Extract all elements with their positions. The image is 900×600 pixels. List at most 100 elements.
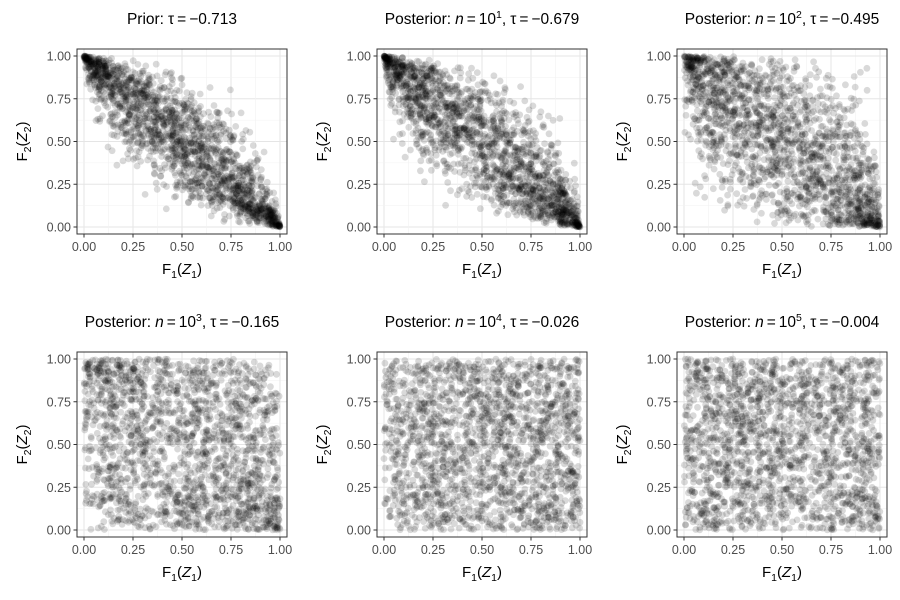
data-point [270, 206, 278, 214]
data-point [113, 77, 121, 85]
data-point [168, 113, 176, 120]
data-point [180, 162, 188, 170]
x-tick-text: 0.25 [421, 240, 445, 254]
data-point [194, 108, 202, 116]
data-point [198, 149, 206, 157]
data-point [407, 146, 414, 154]
data-point [249, 174, 256, 181]
data-point [92, 61, 99, 69]
y-axis-label: F2(Z2) [314, 121, 334, 161]
data-point [268, 217, 276, 225]
data-point [121, 119, 128, 126]
data-point [121, 102, 128, 110]
data-point [230, 157, 238, 165]
data-point [198, 144, 205, 152]
data-point [178, 114, 186, 122]
data-point [177, 169, 185, 177]
data-point [126, 104, 134, 112]
data-point [246, 177, 253, 185]
data-point [108, 90, 115, 98]
data-point [87, 53, 94, 61]
data-point [230, 189, 238, 197]
data-point [229, 190, 236, 198]
data-point [195, 152, 203, 159]
data-point [220, 121, 228, 128]
data-point [142, 96, 150, 104]
data-point [148, 138, 156, 146]
data-point [258, 183, 265, 191]
data-point [214, 144, 222, 151]
data-point [181, 107, 189, 115]
data-point [442, 201, 449, 209]
data-point [146, 152, 153, 160]
data-point [459, 125, 467, 132]
data-point [102, 90, 109, 97]
data-point [264, 203, 271, 211]
data-point [172, 140, 180, 148]
data-point [136, 79, 143, 87]
data-point [85, 76, 93, 84]
data-point [229, 136, 236, 144]
data-point [437, 130, 445, 138]
data-point [81, 53, 88, 61]
data-point [124, 92, 131, 99]
data-point [252, 203, 259, 210]
data-point [95, 58, 102, 66]
data-point [223, 178, 231, 185]
data-point [172, 149, 179, 157]
data-point [447, 187, 454, 195]
data-point [153, 114, 160, 121]
data-point [144, 122, 151, 129]
data-point [173, 110, 180, 118]
data-point [211, 123, 218, 131]
data-point [262, 195, 269, 202]
data-point [99, 112, 106, 120]
data-point [253, 202, 261, 209]
data-point [130, 74, 138, 81]
data-point [551, 213, 559, 221]
data-point [177, 138, 185, 146]
data-point [92, 71, 99, 78]
data-point [265, 204, 273, 212]
data-point [164, 155, 172, 163]
data-point [82, 53, 89, 61]
data-point [391, 104, 399, 112]
data-point [274, 213, 281, 221]
data-point [267, 221, 274, 228]
data-point [234, 182, 242, 190]
data-point [388, 93, 396, 101]
data-point [271, 214, 279, 222]
data-point [219, 157, 227, 165]
data-point [108, 78, 116, 86]
data-point [82, 52, 89, 60]
data-point [137, 133, 145, 141]
data-point [219, 150, 227, 158]
data-point [252, 206, 260, 213]
data-point [172, 193, 180, 200]
data-point [170, 152, 177, 160]
data-point [131, 103, 139, 111]
data-point [520, 150, 528, 158]
data-point [141, 191, 149, 198]
data-point [259, 200, 266, 208]
data-point [802, 77, 810, 85]
data-point [189, 111, 197, 119]
data-point [150, 126, 158, 134]
data-point [228, 171, 236, 179]
data-point [183, 89, 191, 97]
data-point [218, 123, 225, 131]
data-point [197, 162, 205, 170]
data-point [228, 175, 236, 183]
data-point [188, 89, 196, 97]
data-point [220, 155, 228, 163]
data-point [244, 201, 252, 208]
data-point [266, 216, 273, 223]
data-point [181, 152, 188, 160]
data-point [200, 143, 208, 151]
data-point [229, 169, 236, 177]
data-point [181, 145, 189, 153]
data-point [112, 68, 119, 76]
data-point [138, 87, 145, 95]
data-point [217, 197, 225, 205]
data-point [234, 151, 241, 159]
